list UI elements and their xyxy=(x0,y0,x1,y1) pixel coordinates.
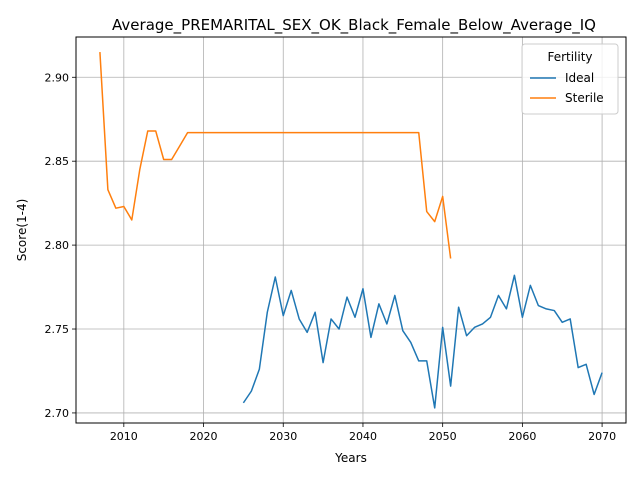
series-line-sterile xyxy=(99,52,452,259)
legend-label-sterile: Sterile xyxy=(565,91,604,105)
series-layer xyxy=(99,52,603,409)
legend-title: Fertility xyxy=(547,50,592,64)
x-tick-label: 2040 xyxy=(349,430,377,443)
x-tick-label: 2020 xyxy=(190,430,218,443)
series-line-ideal xyxy=(242,274,603,409)
plot-frame xyxy=(75,36,627,424)
x-axis-label: Years xyxy=(334,451,367,465)
y-axis-label: Score(1-4) xyxy=(15,199,29,262)
legend: Fertility Ideal Sterile xyxy=(521,43,619,115)
y-tick-label: 2.90 xyxy=(45,71,70,84)
x-tick-label: 2010 xyxy=(110,430,138,443)
y-tick-label: 2.80 xyxy=(45,239,70,252)
chart-title: Average_PREMARITAL_SEX_OK_Black_Female_B… xyxy=(112,16,596,35)
x-tick-label: 2060 xyxy=(508,430,536,443)
y-axis: 2.70 2.75 2.80 2.85 2.90 xyxy=(45,71,76,420)
legend-items: Ideal Sterile xyxy=(530,71,604,105)
x-axis: 2010 2020 2030 2040 2050 2060 2070 xyxy=(110,423,616,443)
x-tick-label: 2050 xyxy=(429,430,457,443)
legend-label-ideal: Ideal xyxy=(565,71,594,85)
legend-box xyxy=(521,43,619,115)
x-tick-label: 2030 xyxy=(269,430,297,443)
y-tick-label: 2.75 xyxy=(45,323,70,336)
y-tick-label: 2.70 xyxy=(45,407,70,420)
x-tick-label: 2070 xyxy=(588,430,616,443)
y-tick-label: 2.85 xyxy=(45,155,70,168)
